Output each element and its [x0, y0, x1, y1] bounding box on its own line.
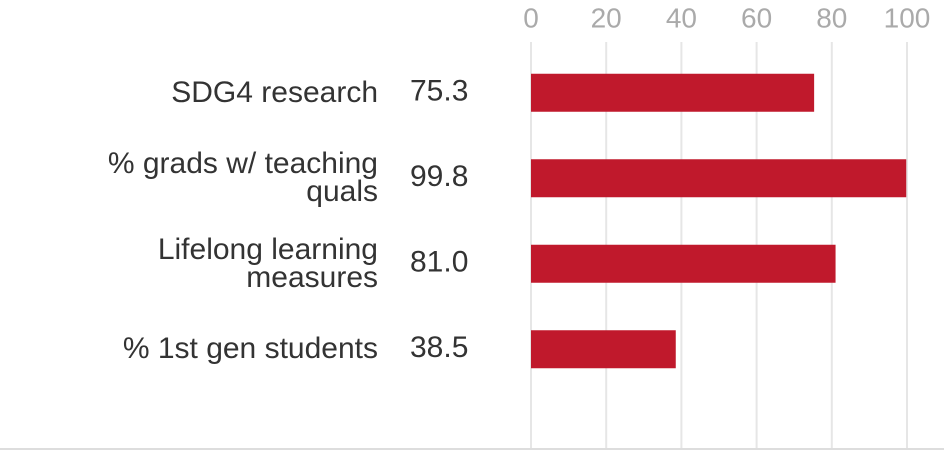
x-tick-label: 20 — [591, 2, 622, 33]
category-label: Lifelong learning measures — [157, 232, 378, 294]
value-label: 38.5 — [410, 331, 468, 364]
category-label: SDG4 research — [171, 75, 378, 109]
value-label: 75.3 — [410, 75, 468, 108]
x-tick-label: 60 — [741, 2, 772, 33]
bar — [531, 73, 815, 112]
x-tick-label: 100 — [884, 2, 931, 33]
bar — [531, 244, 836, 283]
category-label: % 1st gen students — [122, 332, 378, 366]
x-tick-label: 80 — [816, 2, 847, 33]
value-label: 99.8 — [410, 160, 468, 193]
bar — [531, 330, 676, 369]
x-tick-label: 0 — [523, 2, 539, 33]
value-label: 81.0 — [410, 246, 468, 279]
x-tick-label: 40 — [666, 2, 697, 33]
bar — [531, 159, 907, 198]
category-label: % grads w/ teaching quals — [107, 147, 378, 209]
